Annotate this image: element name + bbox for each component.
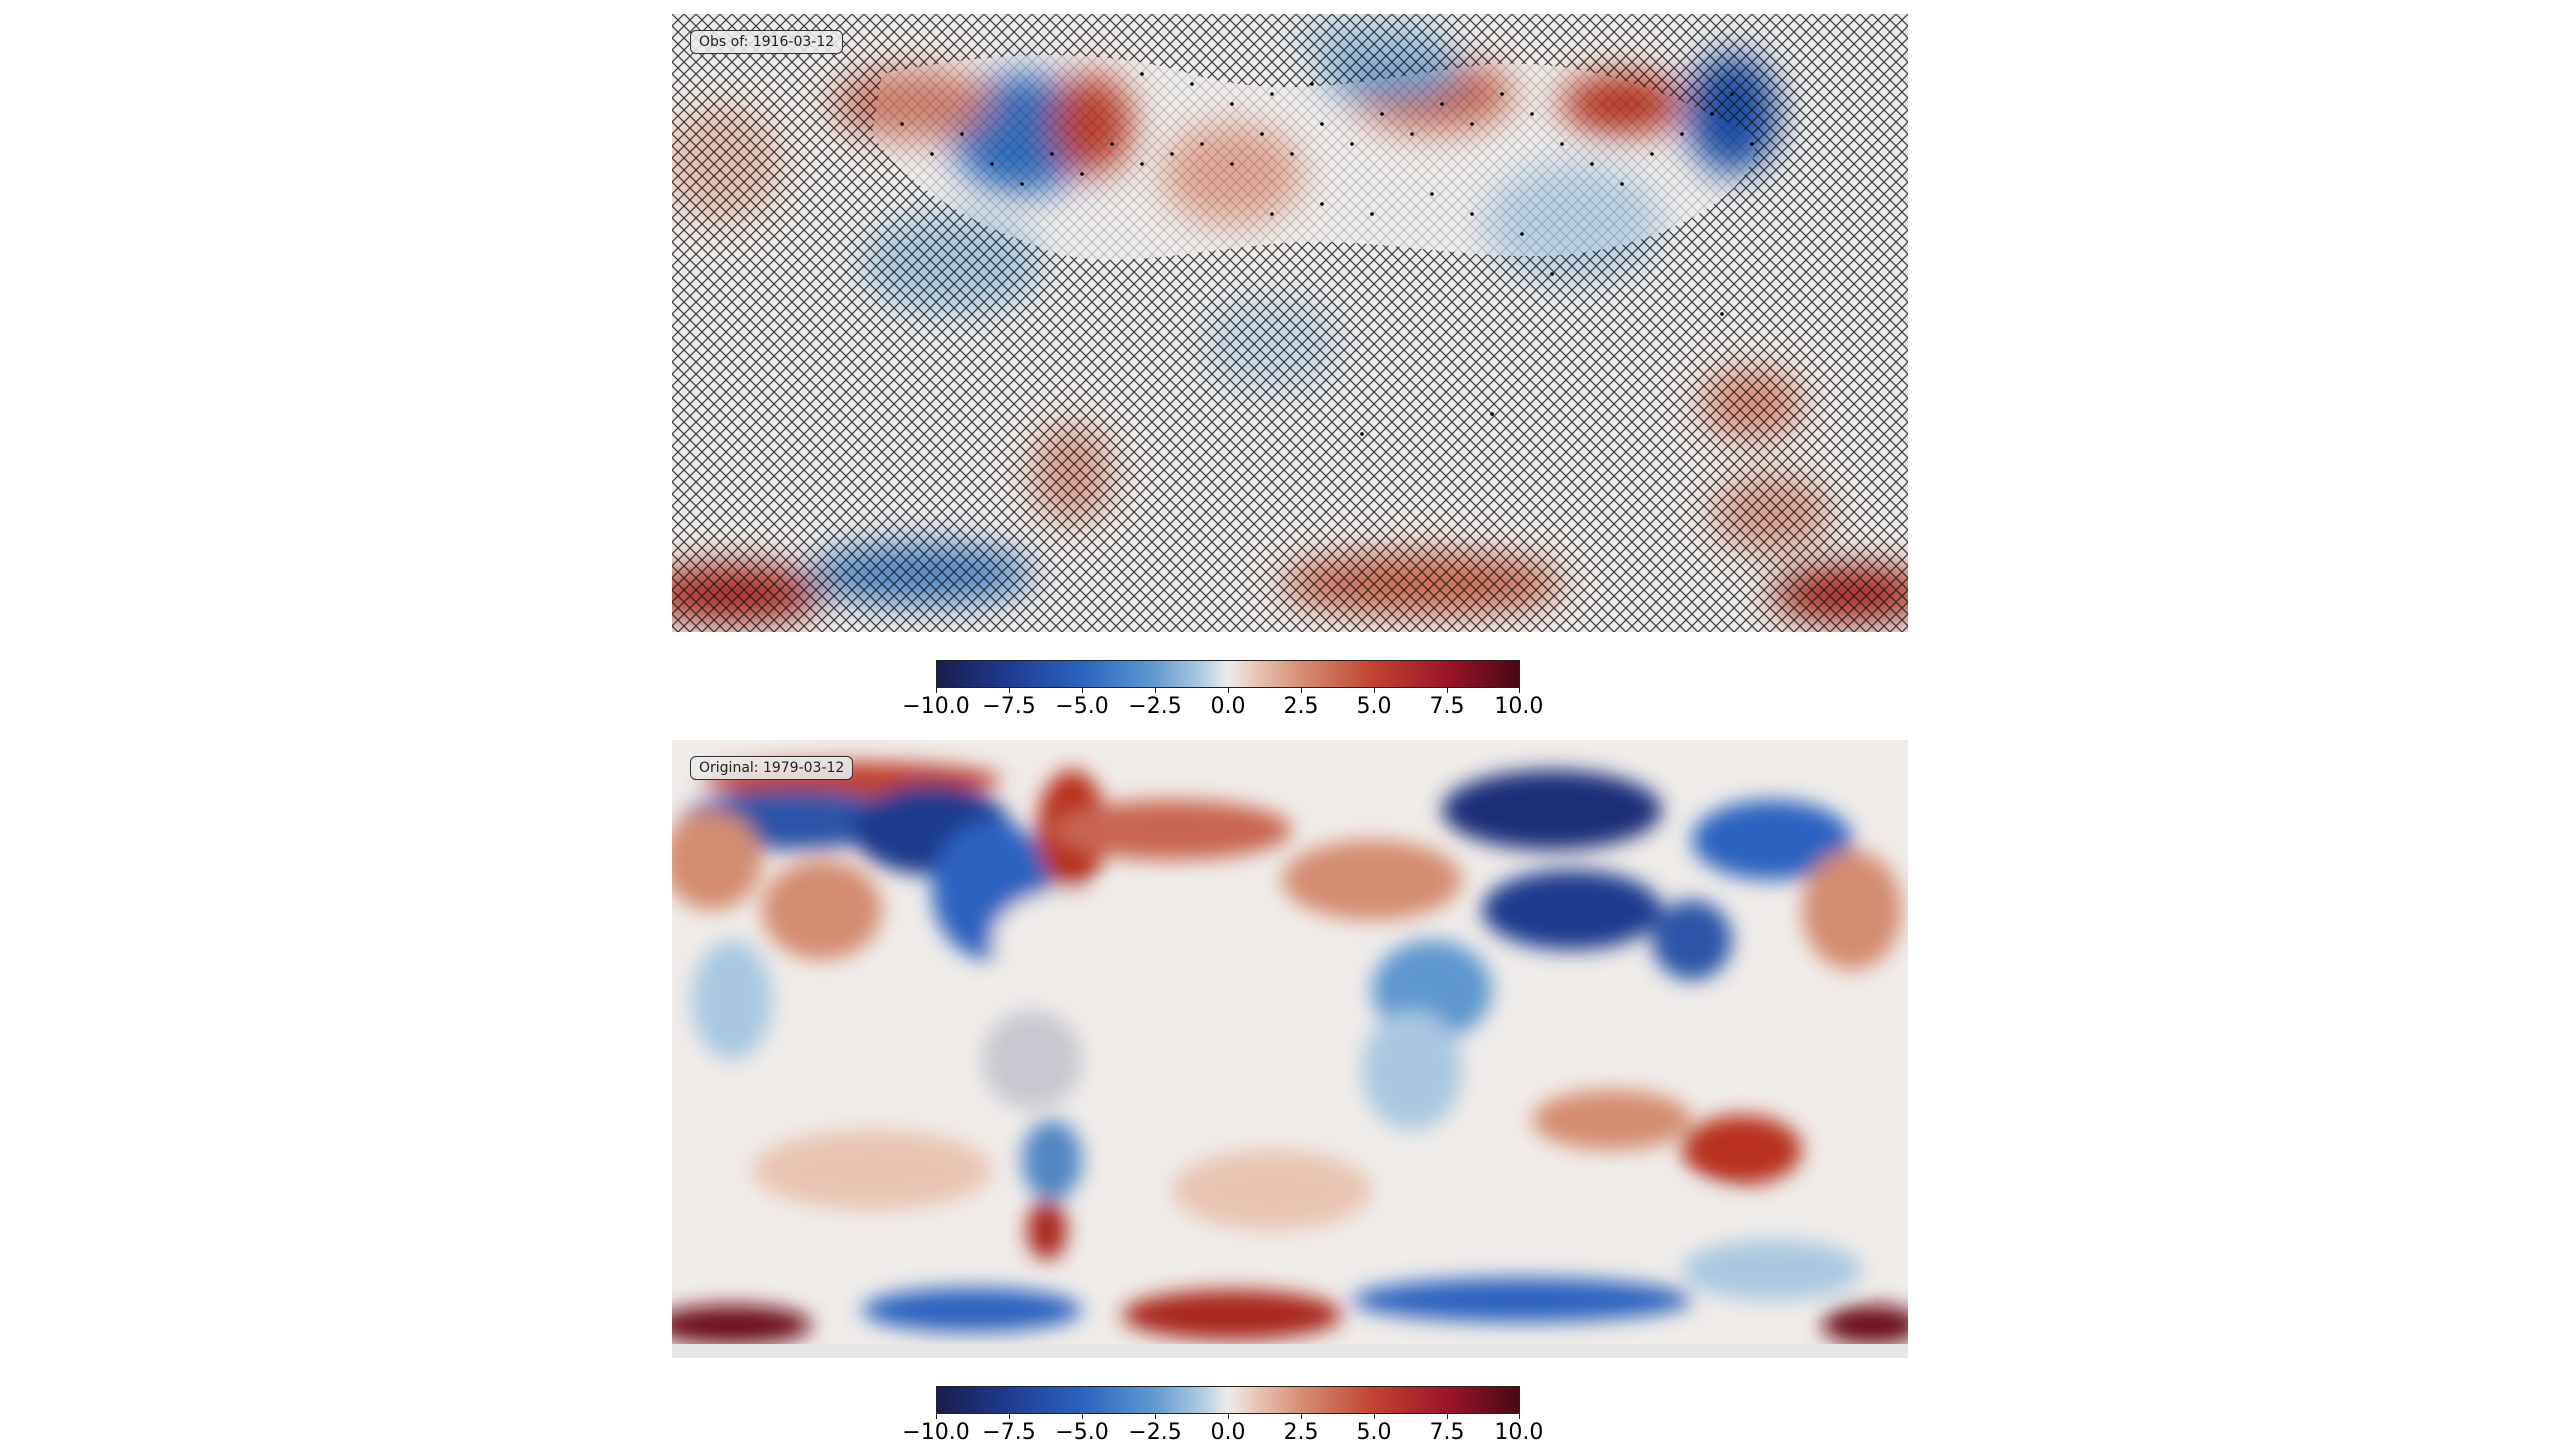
- colorbar-bottom-ticks: −10.0 −7.5 −5.0 −2.5 0.0 2.5 5.0 7.5 10.…: [902, 1414, 1543, 1446]
- tick-label: 2.5: [1283, 694, 1319, 719]
- colorbar-top-strip: [936, 660, 1520, 688]
- tick-label: −2.5: [1128, 1420, 1182, 1445]
- tick-label: 5.0: [1356, 1420, 1392, 1445]
- tick-label: 10.0: [1494, 694, 1544, 719]
- tick-label: 7.5: [1429, 694, 1465, 719]
- colorbar-top-ticks: −10.0 −7.5 −5.0 −2.5 0.0 2.5 5.0 7.5 10.…: [902, 688, 1543, 720]
- tick-label: −10.0: [902, 1420, 970, 1445]
- obs-anomaly-map: Obs of: 1916-03-12: [672, 14, 1908, 632]
- tick-label: −10.0: [902, 694, 970, 719]
- tick-label: −2.5: [1128, 694, 1182, 719]
- original-date-label: Original: 1979-03-12: [690, 756, 854, 780]
- tick-label: 0.0: [1210, 694, 1246, 719]
- tick-label: 10.0: [1494, 1420, 1544, 1445]
- colorbar-bottom-strip: [936, 1386, 1520, 1414]
- tick-label: 0.0: [1210, 1420, 1246, 1445]
- tick-label: −5.0: [1055, 1420, 1109, 1445]
- original-map-canvas: [672, 740, 1908, 1358]
- tick-label: −7.5: [982, 1420, 1036, 1445]
- obs-map-canvas: [672, 14, 1908, 632]
- tick-label: −5.0: [1055, 694, 1109, 719]
- obs-date-label: Obs of: 1916-03-12: [690, 30, 844, 54]
- original-anomaly-map: Original: 1979-03-12: [672, 740, 1908, 1358]
- tick-label: 7.5: [1429, 1420, 1465, 1445]
- colorbar-bottom: −10.0 −7.5 −5.0 −2.5 0.0 2.5 5.0 7.5 10.…: [902, 1386, 1543, 1446]
- original-anomaly-field: [672, 762, 1908, 1345]
- tick-label: 2.5: [1283, 1420, 1319, 1445]
- tick-label: −7.5: [982, 694, 1036, 719]
- tick-label: 5.0: [1356, 694, 1392, 719]
- colorbar-top: −10.0 −7.5 −5.0 −2.5 0.0 2.5 5.0 7.5 10.…: [902, 660, 1543, 720]
- station-dots: [900, 72, 1754, 436]
